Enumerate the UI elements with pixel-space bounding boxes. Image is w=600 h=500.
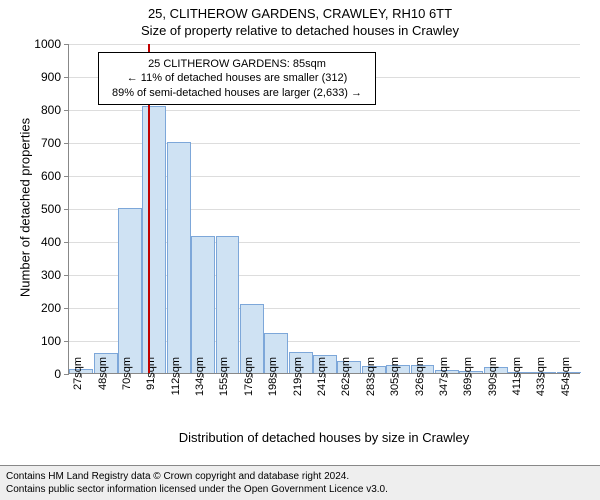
y-tick-mark — [64, 242, 69, 243]
y-tick-mark — [64, 341, 69, 342]
y-tick-mark — [64, 143, 69, 144]
chart-subtitle: Size of property relative to detached ho… — [0, 21, 600, 38]
y-tick-mark — [64, 77, 69, 78]
y-tick-label: 0 — [54, 367, 61, 381]
x-tick-label: 305sqm — [389, 355, 401, 405]
y-tick-label: 100 — [41, 334, 61, 348]
x-tick-label: 326sqm — [414, 355, 426, 405]
annotation-line-2: ← 11% of detached houses are smaller (31… — [105, 71, 369, 85]
y-tick-label: 900 — [41, 70, 61, 84]
y-tick-mark — [64, 308, 69, 309]
property-size-chart: 25, CLITHEROW GARDENS, CRAWLEY, RH10 6TT… — [0, 0, 600, 500]
y-axis-label: Number of detached properties — [18, 108, 33, 308]
histogram-bar — [216, 236, 240, 373]
x-tick-label: 454sqm — [560, 355, 572, 405]
histogram-bar — [142, 106, 166, 373]
x-tick-label: 134sqm — [194, 355, 206, 405]
y-tick-mark — [64, 176, 69, 177]
y-tick-mark — [64, 275, 69, 276]
y-tick-mark — [64, 374, 69, 375]
y-tick-mark — [64, 110, 69, 111]
histogram-bar — [118, 208, 142, 373]
histogram-bar — [191, 236, 215, 373]
annotation-line-1: 25 CLITHEROW GARDENS: 85sqm — [105, 57, 369, 71]
y-tick-label: 700 — [41, 136, 61, 150]
y-tick-label: 300 — [41, 268, 61, 282]
footer-attribution: Contains HM Land Registry data © Crown c… — [0, 465, 600, 500]
x-tick-label: 390sqm — [487, 355, 499, 405]
x-tick-label: 48sqm — [97, 355, 109, 405]
annotation-box: 25 CLITHEROW GARDENS: 85sqm ← 11% of det… — [98, 52, 376, 105]
histogram-bar — [167, 142, 191, 373]
y-tick-label: 600 — [41, 169, 61, 183]
footer-line-2: Contains public sector information licen… — [6, 483, 594, 496]
chart-title: 25, CLITHEROW GARDENS, CRAWLEY, RH10 6TT — [0, 0, 600, 21]
x-tick-label: 91sqm — [145, 355, 157, 405]
x-tick-label: 155sqm — [218, 355, 230, 405]
x-tick-label: 70sqm — [121, 355, 133, 405]
x-tick-label: 241sqm — [316, 355, 328, 405]
y-tick-mark — [64, 209, 69, 210]
x-tick-label: 198sqm — [267, 355, 279, 405]
y-tick-label: 1000 — [34, 37, 61, 51]
x-tick-label: 283sqm — [365, 355, 377, 405]
x-tick-label: 369sqm — [462, 355, 474, 405]
footer-line-1: Contains HM Land Registry data © Crown c… — [6, 470, 594, 483]
x-tick-label: 433sqm — [535, 355, 547, 405]
x-tick-label: 112sqm — [170, 355, 182, 405]
y-tick-label: 800 — [41, 103, 61, 117]
x-tick-label: 411sqm — [511, 355, 523, 405]
y-tick-mark — [64, 44, 69, 45]
grid-line — [69, 44, 580, 45]
x-tick-label: 219sqm — [292, 355, 304, 405]
x-tick-label: 176sqm — [243, 355, 255, 405]
y-tick-label: 400 — [41, 235, 61, 249]
x-axis-label: Distribution of detached houses by size … — [68, 430, 580, 445]
annotation-line-3: 89% of semi-detached houses are larger (… — [105, 86, 369, 100]
x-tick-label: 262sqm — [340, 355, 352, 405]
y-tick-label: 500 — [41, 202, 61, 216]
x-tick-label: 27sqm — [72, 355, 84, 405]
x-tick-label: 347sqm — [438, 355, 450, 405]
y-tick-label: 200 — [41, 301, 61, 315]
